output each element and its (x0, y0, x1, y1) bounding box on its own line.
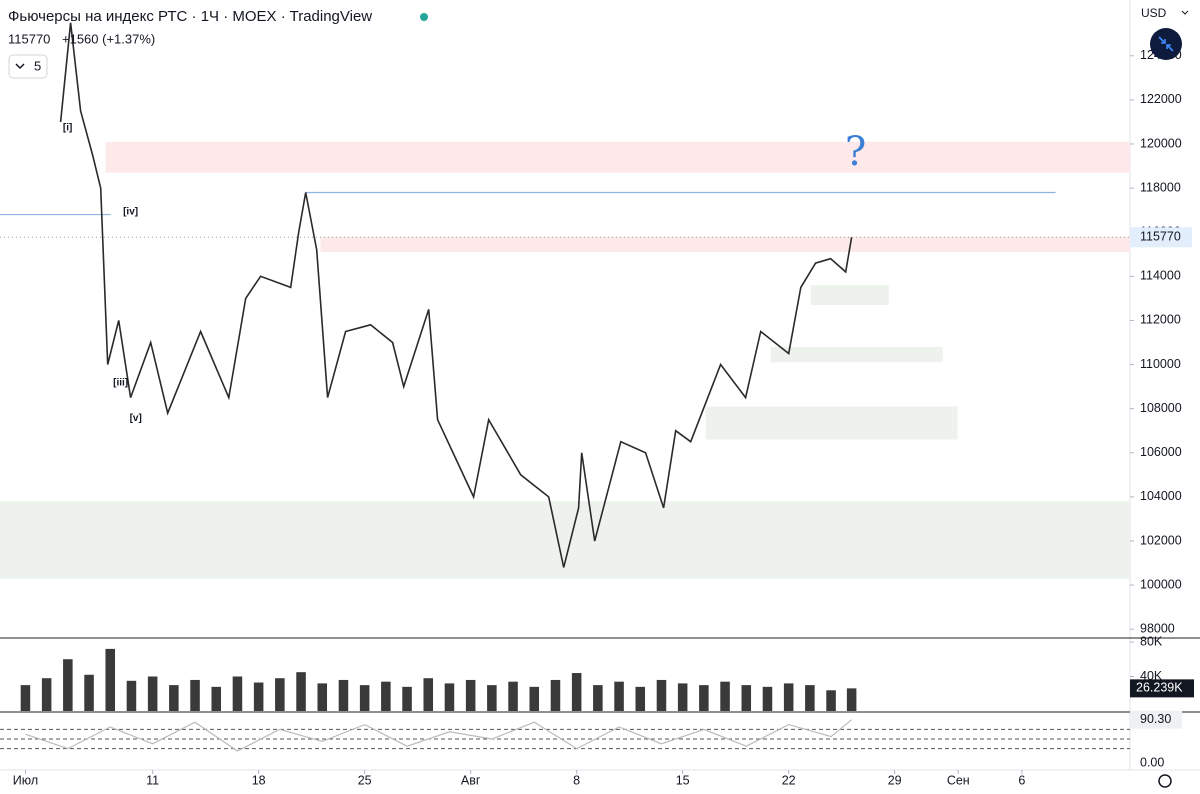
volume-bar (571, 673, 582, 711)
volume-bar (487, 685, 497, 711)
price-line (59, 22, 853, 568)
volume-bar (105, 648, 116, 711)
currency-menu[interactable]: USD (1141, 6, 1167, 20)
y-tick-label: 80K (1140, 634, 1163, 648)
zone (105, 141, 1131, 173)
last-price: 115770 (8, 31, 50, 46)
last-price-label: 115770 (1140, 230, 1181, 244)
x-tick-label: Авг (461, 773, 481, 787)
volume-bar (677, 683, 688, 711)
y-tick-label: 118000 (1140, 180, 1181, 194)
volume-bar (20, 685, 31, 711)
volume-bar (296, 672, 306, 711)
volume-bar (423, 678, 434, 711)
volume-bar (275, 678, 285, 711)
zone (320, 236, 1130, 253)
volume-bar (635, 686, 646, 711)
annotation: [iii] (113, 378, 128, 389)
oscillator-label-box (1130, 710, 1182, 729)
volume-bar (381, 681, 391, 711)
volume-bar (126, 680, 137, 711)
settings-button[interactable] (1158, 774, 1172, 788)
volume-bar (529, 686, 540, 711)
y-tick-label: 0.00 (1140, 755, 1164, 769)
volume-bar (593, 685, 603, 711)
last-price-box (1130, 227, 1192, 248)
chevron (15, 63, 25, 70)
volume-bar (338, 679, 349, 711)
x-tick-label: 15 (676, 773, 690, 787)
volume-bar (211, 686, 222, 711)
volume-bar (190, 679, 200, 711)
x-tick-label: 22 (782, 773, 796, 787)
volume-label: 26.239K (1136, 681, 1183, 695)
x-tick-label: 6 (1018, 773, 1025, 787)
volume-label-box (1130, 679, 1194, 698)
volume-bar (720, 681, 730, 711)
fullscreen-button[interactable] (1150, 28, 1182, 60)
y-tick-label: 40K (1140, 669, 1163, 683)
volume-bar (317, 683, 328, 711)
x-tick-label: Сен (947, 773, 970, 787)
x-tick-label: 18 (252, 773, 266, 787)
volume-bar (147, 676, 158, 711)
annotation: [i] (63, 123, 72, 134)
icon (1158, 36, 1174, 52)
interval-menu[interactable] (8, 54, 48, 79)
volume-bar (783, 683, 794, 711)
volume-bar (762, 686, 773, 711)
y-tick-label: 120000 (1140, 136, 1182, 150)
x-tick-label: 8 (573, 773, 580, 787)
annotation: [iv] (123, 207, 138, 218)
status-dot (420, 13, 428, 21)
x-tick-label: 29 (888, 773, 902, 787)
interval-value: 5 (34, 58, 41, 73)
volume-bar (169, 685, 179, 711)
volume-bar (699, 685, 709, 711)
volume-bar (41, 678, 52, 711)
volume-bar (232, 676, 243, 711)
chevron (1181, 10, 1189, 15)
y-tick-label: 112000 (1140, 313, 1181, 327)
volume-bar (805, 685, 815, 711)
volume-bar (63, 659, 73, 711)
volume-bar (508, 681, 518, 711)
zone (705, 406, 958, 440)
volume-bar (846, 688, 857, 711)
y-tick-label: 106000 (1140, 445, 1182, 459)
annotation: [v] (130, 413, 142, 424)
volume-bar (741, 685, 752, 711)
y-tick-label: 110000 (1140, 357, 1181, 371)
volume-bar (465, 679, 476, 711)
volume-bar (656, 679, 667, 711)
y-tick-label: 114000 (1140, 269, 1181, 283)
plot: 98000 100000 102000 104000 106000 108000 11000… (0, 22, 1194, 787)
price-change: +1560 (+1.37%) (62, 31, 155, 46)
oscillator-line (25, 719, 852, 752)
zone (770, 346, 943, 363)
zone (810, 285, 889, 305)
volume-bar (402, 686, 412, 711)
chart-title: Фьючерсы на индекс РТС · 1Ч · MOEX · Tra… (8, 8, 372, 25)
volume-bar (359, 685, 370, 711)
y-tick-label: 108000 (1140, 401, 1182, 415)
y-tick-label: 104000 (1140, 489, 1182, 503)
annotation: ? (845, 129, 866, 175)
x-tick-label: 11 (146, 773, 159, 787)
volume-bar (444, 683, 455, 711)
y-tick-label: 100000 (1140, 577, 1182, 591)
y-tick-label: 102000 (1140, 533, 1182, 547)
volume-bar (614, 681, 624, 711)
x-tick-label: 25 (358, 773, 372, 787)
zone (0, 501, 1130, 579)
y-tick-label: 122000 (1140, 92, 1182, 106)
y-tick-label: 98000 (1140, 621, 1175, 635)
volume-bar (826, 690, 836, 711)
volume-bar (550, 679, 561, 711)
oscillator-label: 90.30 (1140, 712, 1171, 726)
volume-bar (253, 682, 264, 711)
x-tick-label: Июл (13, 773, 38, 787)
volume-bar (84, 674, 94, 711)
